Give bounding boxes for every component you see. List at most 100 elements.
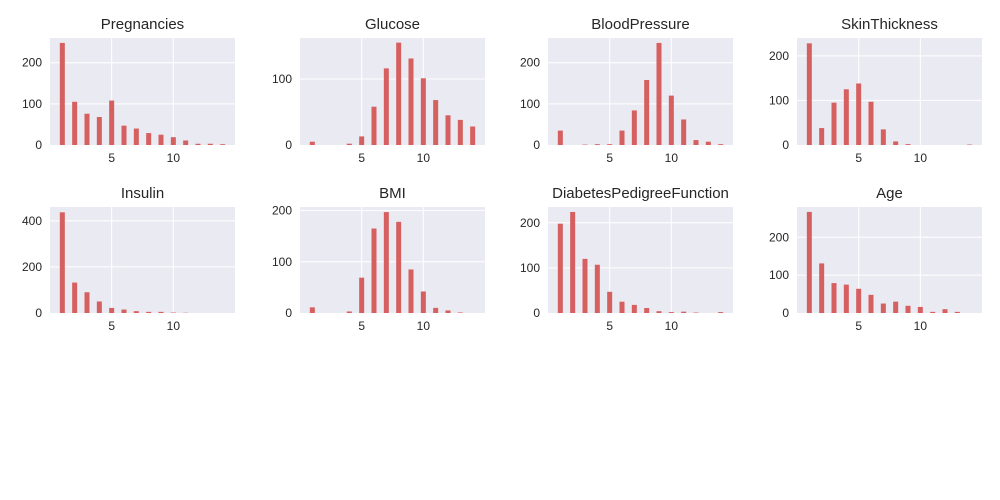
bar [905,144,911,145]
bar [893,301,899,313]
y-tick-label: 0 [782,306,789,320]
bar [668,95,674,145]
bar [868,101,874,145]
y-tick-label: 100 [769,268,789,282]
bar [170,137,176,145]
bar [942,309,948,313]
subplot-title: Pregnancies [101,16,184,33]
y-tick-label: 100 [272,255,292,269]
bar [96,301,102,313]
bar [121,309,127,313]
bar [656,311,662,313]
bar [359,277,365,313]
bar [806,211,812,313]
x-tick-label: 10 [167,319,181,333]
y-tick-label: 200 [272,204,292,218]
y-tick-label: 400 [22,214,42,228]
bar [905,305,911,313]
bar [420,78,426,145]
plot-area [548,38,733,145]
subplot-title: Age [876,185,903,202]
bar [457,312,463,313]
y-tick-label: 200 [22,260,42,274]
x-tick-label: 5 [108,151,115,165]
bar [718,312,724,313]
y-tick-label: 200 [22,56,42,70]
x-tick-label: 10 [665,319,679,333]
x-tick-label: 10 [914,151,928,165]
bar [146,133,152,145]
bar [84,292,90,313]
y-tick-label: 100 [272,72,292,86]
plot-area [300,38,485,145]
y-tick-label: 0 [782,138,789,152]
bar [619,301,625,313]
x-tick-label: 5 [358,319,365,333]
bar [570,211,576,313]
bar [133,311,139,313]
y-tick-label: 200 [520,56,540,70]
y-tick-label: 100 [769,93,789,107]
y-tick-label: 0 [533,138,540,152]
bar [843,284,849,313]
bar [158,134,164,145]
bar [408,269,414,313]
bar [59,42,65,145]
plot-area [548,207,733,313]
plot-area [797,207,982,313]
bar [420,291,426,313]
x-tick-label: 10 [417,151,431,165]
bar [183,140,189,145]
bar [856,83,862,145]
subplot-title: Insulin [121,185,164,202]
x-tick-label: 10 [417,319,431,333]
bar [693,140,699,145]
x-tick-label: 10 [914,319,928,333]
bar [72,101,78,145]
y-tick-label: 100 [520,97,540,111]
bar [396,221,402,313]
bar [109,307,115,313]
y-tick-label: 0 [285,138,292,152]
bar [59,212,65,313]
bar [644,79,650,145]
bar [681,311,687,313]
bar [880,129,886,145]
bar [631,304,637,313]
bar [718,144,724,145]
bar [668,312,674,313]
bar [705,141,711,145]
bar [133,128,139,145]
subplot-title: DiabetesPedigreeFunction [552,185,729,202]
bar [681,119,687,145]
bar [121,125,127,145]
bar [433,307,439,313]
y-tick-label: 0 [533,306,540,320]
x-tick-label: 10 [167,151,181,165]
bar [843,89,849,145]
plot-area [50,207,235,313]
y-tick-label: 200 [520,216,540,230]
bar [371,106,377,145]
bar [607,144,613,145]
bar [72,282,78,313]
x-tick-label: 5 [606,151,613,165]
bar [594,264,600,313]
bar [408,58,414,145]
subplot-insulin: Insulin 5 10 0 200 400 [22,185,235,333]
bar [557,223,563,313]
bar [433,100,439,145]
y-tick-label: 100 [22,97,42,111]
y-tick-label: 0 [35,306,42,320]
bar [371,228,377,313]
bar [445,115,451,145]
bar [954,311,960,313]
subplot-title: Glucose [365,16,420,33]
x-tick-label: 5 [606,319,613,333]
x-tick-label: 5 [358,151,365,165]
bar [457,119,463,145]
